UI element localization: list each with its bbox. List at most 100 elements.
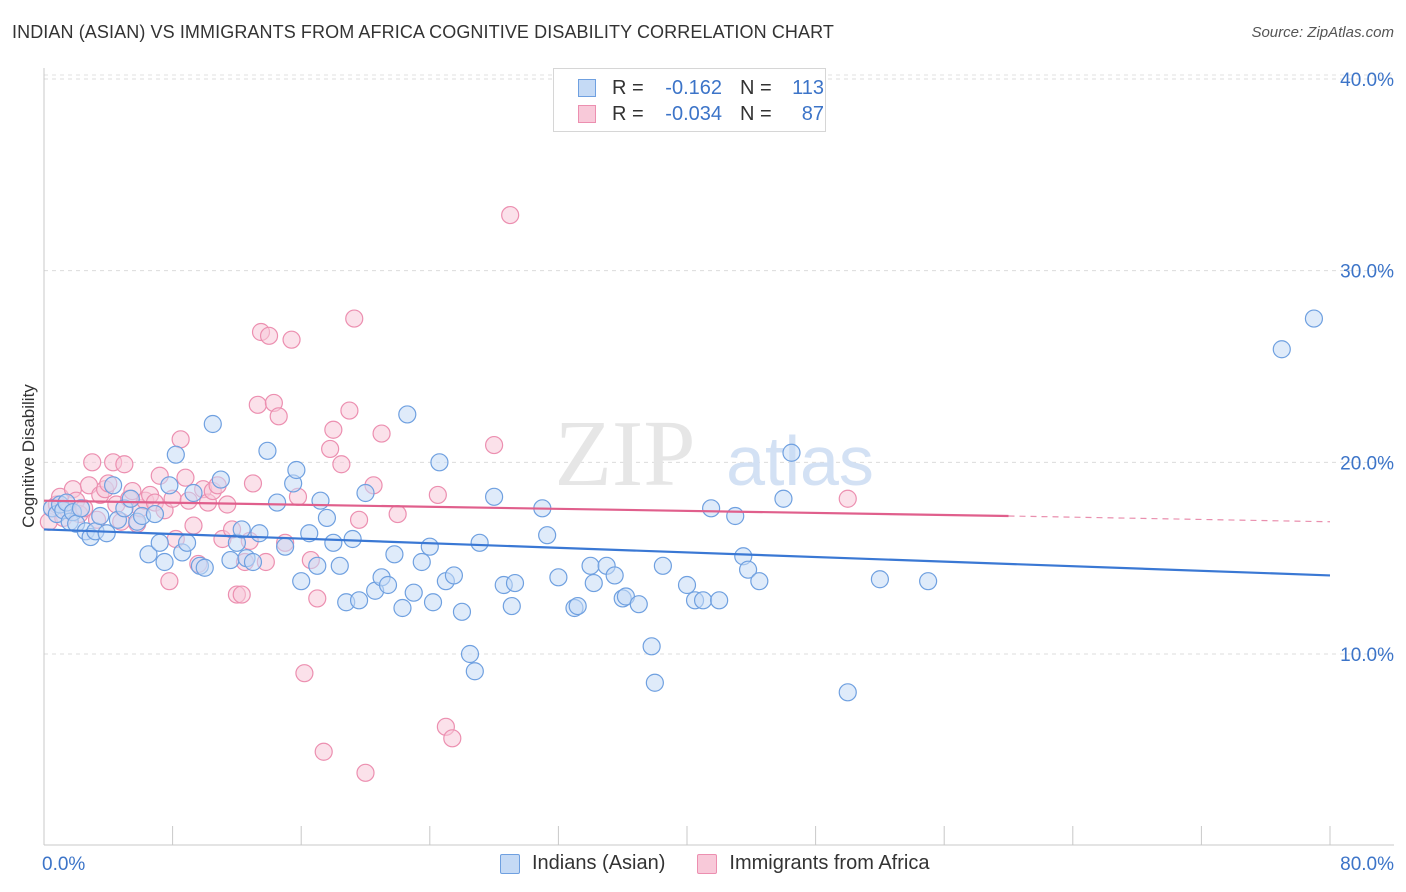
data-point-indians xyxy=(538,526,557,545)
legend-r-label: R = xyxy=(612,102,644,125)
legend-swatch-indians xyxy=(500,853,520,874)
data-point-indians xyxy=(324,533,343,552)
data-point-indians xyxy=(145,504,165,524)
data-point-indians xyxy=(452,602,472,621)
data-point-indians xyxy=(91,506,110,526)
data-point-africa xyxy=(340,401,359,420)
data-point-indians xyxy=(404,583,423,602)
data-point-indians xyxy=(308,556,327,575)
legend-swatch-africa xyxy=(697,853,718,874)
data-point-indians xyxy=(71,499,91,518)
data-point-africa xyxy=(485,435,504,455)
legend-n-value: 87 xyxy=(801,102,824,125)
data-point-indians xyxy=(645,673,664,692)
data-point-indians xyxy=(250,524,269,543)
data-point-africa xyxy=(324,420,343,439)
data-point-indians xyxy=(750,572,769,591)
data-point-indians xyxy=(292,572,311,591)
data-point-africa xyxy=(308,589,327,608)
data-point-indians xyxy=(1272,340,1291,359)
data-point-indians xyxy=(629,595,648,614)
data-point-indians xyxy=(470,533,489,552)
legend-n-label: N = xyxy=(740,102,772,125)
data-point-indians xyxy=(774,489,793,508)
data-point-indians xyxy=(423,593,443,612)
legend-item-africa[interactable]: Immigrants from Africa xyxy=(697,852,929,875)
data-point-africa xyxy=(83,453,102,472)
legend-r-value: -0.162 xyxy=(665,76,722,99)
chart-title: INDIAN (ASIAN) VS IMMIGRANTS FROM AFRICA… xyxy=(12,22,835,42)
data-point-africa xyxy=(243,474,263,493)
legend-item-indians[interactable]: Indians (Asian) xyxy=(500,852,665,875)
data-point-indians xyxy=(300,524,319,543)
data-point-indians xyxy=(393,598,412,618)
data-point-indians xyxy=(378,575,398,595)
watermark-zip: ZIP xyxy=(555,402,696,506)
data-point-indians xyxy=(356,483,375,503)
data-point-indians xyxy=(782,443,801,462)
data-point-indians xyxy=(267,493,287,512)
correlation-legend: R = -0.162 N = 113 R = -0.034 N = 87 xyxy=(553,68,826,132)
data-point-indians xyxy=(642,637,661,656)
data-point-africa xyxy=(282,330,301,349)
data-point-indians xyxy=(166,445,185,464)
legend-label-africa: Immigrants from Africa xyxy=(729,852,930,874)
data-point-indians xyxy=(349,591,369,610)
legend-n-label: N = xyxy=(740,76,772,99)
data-point-indians xyxy=(232,520,251,539)
data-point-indians xyxy=(104,476,123,495)
data-point-indians xyxy=(568,596,587,616)
data-point-indians xyxy=(502,596,521,616)
legend-row-africa: R = -0.034 N = 87 xyxy=(578,101,824,127)
data-point-indians xyxy=(177,533,197,552)
watermark: ZIP atlas xyxy=(555,402,874,506)
data-point-africa xyxy=(345,309,364,328)
data-point-africa xyxy=(372,424,391,443)
data-point-africa xyxy=(269,407,288,426)
series-legend: Indians (Asian) Immigrants from Africa xyxy=(500,852,961,875)
trend-line-africa xyxy=(43,499,1009,518)
data-point-indians xyxy=(738,560,758,579)
data-point-indians xyxy=(155,552,174,572)
data-point-indians xyxy=(276,537,295,556)
data-point-indians xyxy=(505,573,525,593)
data-point-indians xyxy=(710,591,729,610)
trend-line-africa-extension xyxy=(1008,515,1331,523)
data-point-africa xyxy=(176,468,195,487)
data-point-indians xyxy=(870,570,890,589)
source-credit: Source: ZipAtlas.com xyxy=(1251,24,1394,41)
data-point-indians xyxy=(485,487,504,506)
data-point-indians xyxy=(919,572,938,591)
legend-r-label: R = xyxy=(612,76,644,99)
data-point-africa xyxy=(321,439,340,459)
data-point-indians xyxy=(653,556,672,575)
y-tick-label: 20.0% xyxy=(1340,453,1394,474)
data-point-indians xyxy=(549,568,568,587)
y-tick-label: 10.0% xyxy=(1340,645,1394,666)
data-point-africa xyxy=(184,516,203,535)
data-point-indians xyxy=(420,537,439,556)
data-point-indians xyxy=(838,683,857,702)
data-point-indians xyxy=(584,573,603,593)
data-point-indians xyxy=(398,405,417,424)
data-point-africa xyxy=(115,455,134,474)
data-point-indians xyxy=(430,453,449,472)
data-point-africa xyxy=(160,572,179,591)
data-point-indians xyxy=(444,566,464,585)
data-point-africa xyxy=(332,455,351,474)
data-point-africa xyxy=(388,504,407,524)
data-point-africa xyxy=(501,205,520,225)
data-point-indians xyxy=(150,533,169,552)
watermark-atlas: atlas xyxy=(726,422,874,500)
data-point-indians xyxy=(412,552,431,572)
data-point-indians xyxy=(139,545,158,564)
data-point-indians xyxy=(693,591,713,610)
data-point-africa xyxy=(838,489,857,508)
data-point-indians xyxy=(121,489,140,508)
data-point-indians xyxy=(211,470,230,489)
axes xyxy=(43,68,1394,846)
data-point-africa xyxy=(248,395,267,414)
data-point-africa xyxy=(232,585,251,604)
data-point-indians xyxy=(330,556,349,575)
data-point-indians xyxy=(184,483,203,503)
